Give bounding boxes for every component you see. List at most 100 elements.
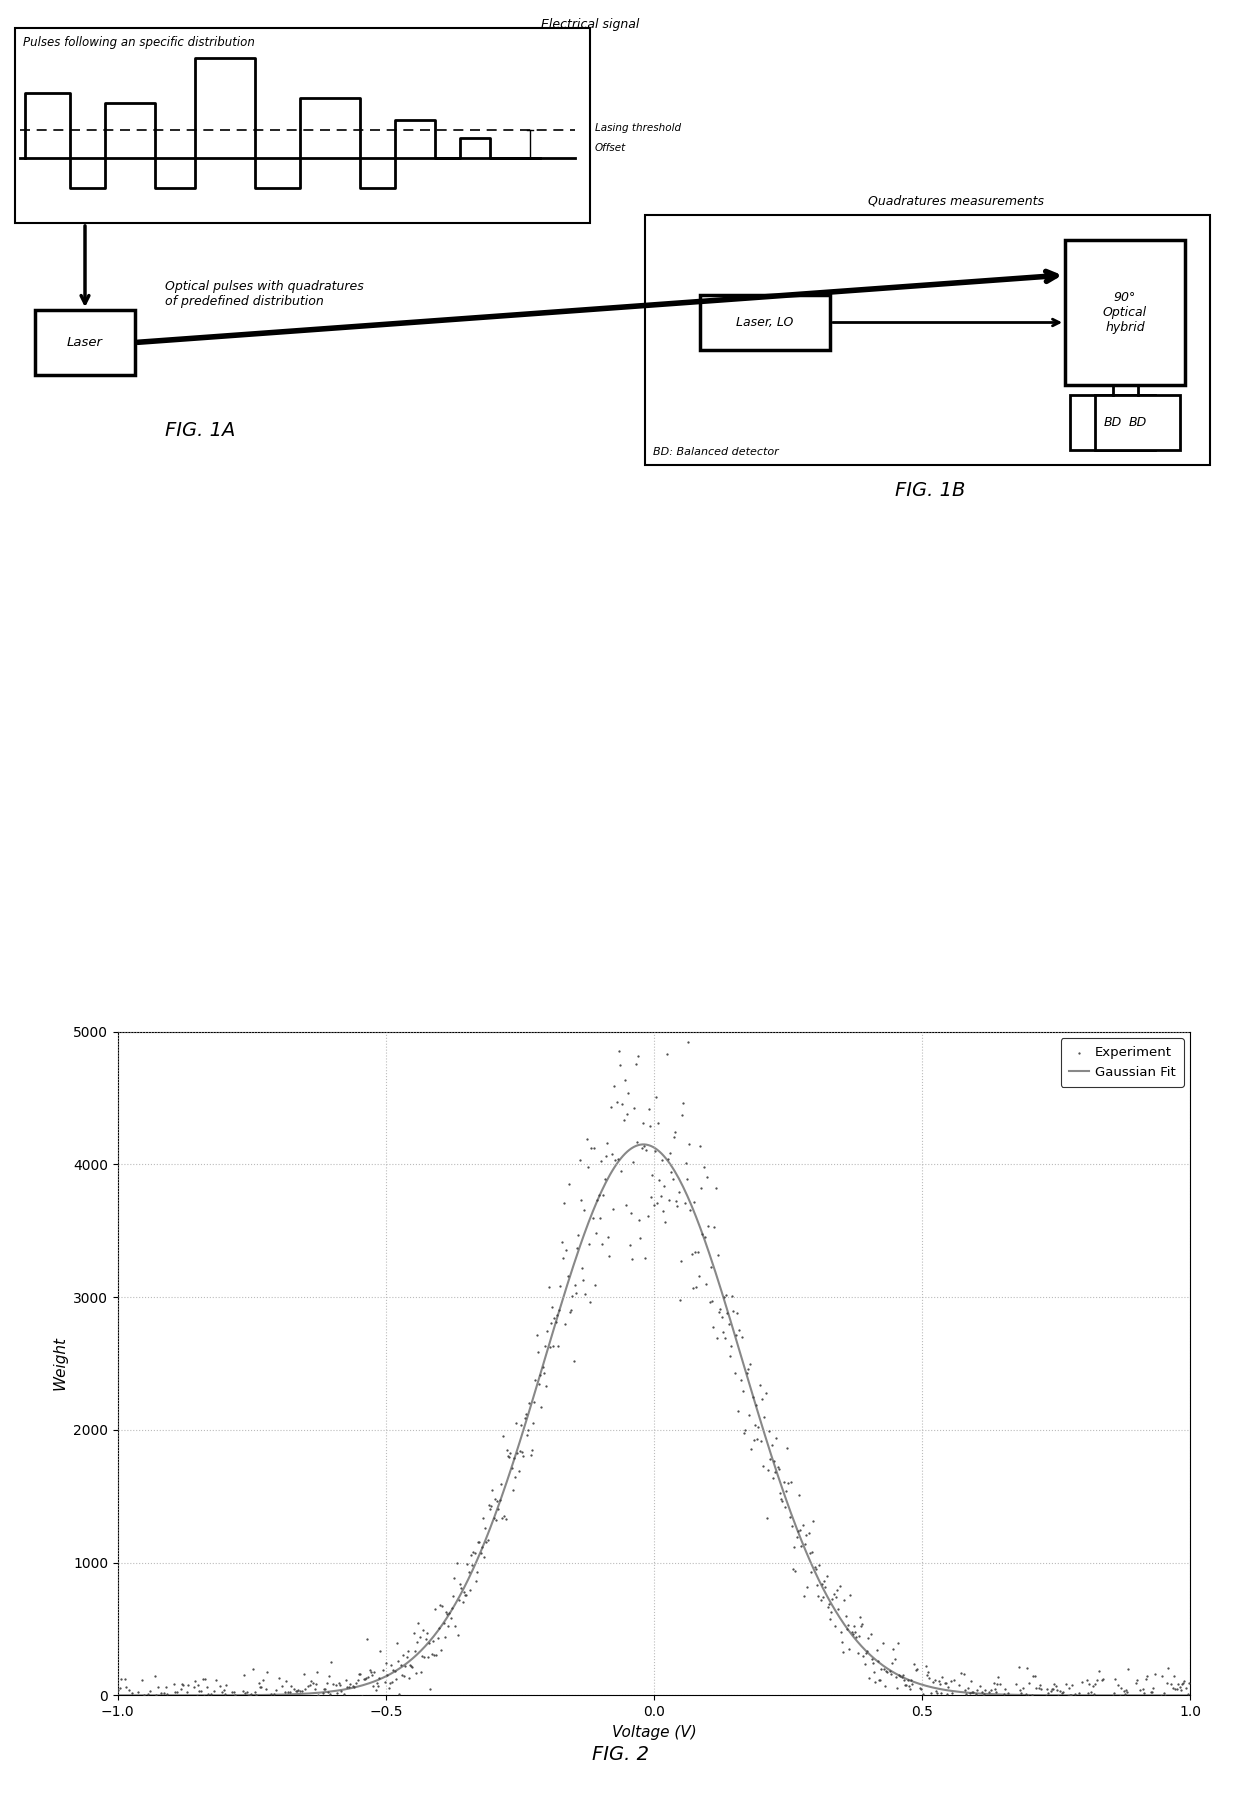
Experiment — [316, 1668, 336, 1697]
Experiment — [399, 1663, 419, 1692]
Gaussian Fit — [1159, 1685, 1174, 1706]
Experiment — [919, 1665, 939, 1694]
Experiment — [167, 1677, 187, 1706]
Experiment — [384, 1656, 404, 1685]
Experiment — [547, 1301, 567, 1329]
Experiment — [248, 1688, 268, 1717]
Experiment — [371, 1636, 391, 1665]
Experiment — [780, 1503, 800, 1532]
Experiment — [110, 1674, 130, 1703]
Experiment — [130, 1688, 150, 1717]
Experiment — [308, 1658, 327, 1686]
Experiment — [1101, 1688, 1121, 1717]
Experiment — [667, 1191, 687, 1220]
Experiment — [1149, 1688, 1169, 1717]
Experiment — [185, 1672, 205, 1701]
Experiment — [164, 1670, 184, 1699]
Experiment — [791, 1530, 811, 1559]
Experiment — [120, 1686, 140, 1715]
Experiment — [210, 1686, 229, 1715]
Experiment — [615, 1066, 635, 1094]
Experiment — [351, 1686, 371, 1715]
Experiment — [759, 1417, 779, 1446]
Experiment — [640, 1110, 660, 1139]
Experiment — [414, 1643, 434, 1672]
Experiment — [1162, 1670, 1182, 1699]
Experiment — [346, 1668, 366, 1697]
Experiment — [265, 1688, 285, 1717]
Experiment — [976, 1685, 996, 1713]
Experiment — [929, 1667, 949, 1695]
Experiment — [134, 1681, 154, 1710]
Experiment — [833, 1638, 853, 1667]
Experiment — [818, 1589, 838, 1618]
Experiment — [733, 1376, 753, 1405]
Experiment — [117, 1672, 136, 1701]
Experiment — [443, 1582, 463, 1611]
Experiment — [553, 1243, 573, 1272]
Experiment — [939, 1672, 959, 1701]
Experiment — [410, 1658, 430, 1686]
Experiment — [624, 1148, 644, 1177]
Experiment — [298, 1672, 317, 1701]
Experiment — [419, 1629, 439, 1658]
Experiment — [720, 1342, 740, 1371]
Experiment — [1017, 1654, 1037, 1683]
Experiment — [1007, 1688, 1027, 1717]
Experiment — [596, 1128, 616, 1157]
Experiment — [141, 1688, 161, 1717]
Experiment — [1058, 1681, 1078, 1710]
Experiment — [325, 1688, 345, 1717]
Experiment — [1096, 1685, 1116, 1713]
Experiment — [631, 1134, 651, 1163]
Experiment — [1055, 1688, 1075, 1717]
Experiment — [192, 1665, 212, 1694]
Experiment — [959, 1674, 978, 1703]
Bar — [701, 294, 830, 350]
Experiment — [937, 1679, 957, 1708]
Experiment — [1151, 1681, 1171, 1710]
Experiment — [389, 1679, 409, 1708]
Experiment — [694, 1222, 714, 1250]
Experiment — [951, 1659, 971, 1688]
Experiment — [234, 1661, 254, 1690]
Experiment — [642, 1161, 662, 1189]
Experiment — [813, 1582, 833, 1611]
Experiment — [934, 1688, 954, 1717]
Experiment — [707, 1324, 727, 1353]
Text: BD: Balanced detector: BD: Balanced detector — [653, 447, 779, 457]
Experiment — [1105, 1665, 1125, 1694]
Experiment — [515, 1405, 534, 1433]
Experiment — [722, 1331, 742, 1360]
Experiment — [1002, 1688, 1022, 1717]
Experiment — [377, 1661, 397, 1690]
Experiment — [548, 1333, 568, 1362]
Legend: Experiment, Gaussian Fit: Experiment, Gaussian Fit — [1061, 1039, 1184, 1087]
Experiment — [945, 1685, 965, 1713]
Experiment — [753, 1385, 773, 1414]
Experiment — [1153, 1686, 1173, 1715]
Experiment — [866, 1668, 885, 1697]
Experiment — [249, 1668, 269, 1697]
Experiment — [967, 1676, 987, 1704]
Experiment — [430, 1591, 450, 1620]
Experiment — [815, 1566, 835, 1595]
Experiment — [489, 1494, 508, 1523]
Experiment — [963, 1677, 983, 1706]
Experiment — [1133, 1674, 1153, 1703]
Experiment — [595, 1164, 615, 1193]
Experiment — [244, 1683, 264, 1711]
Experiment — [718, 1299, 738, 1328]
Experiment — [246, 1677, 265, 1706]
Experiment — [1180, 1688, 1200, 1717]
Experiment — [734, 1419, 754, 1448]
Experiment — [466, 1566, 486, 1595]
Experiment — [606, 1087, 626, 1116]
Experiment — [453, 1588, 472, 1616]
Experiment — [1121, 1686, 1141, 1715]
Experiment — [1039, 1679, 1059, 1708]
Experiment — [877, 1656, 897, 1685]
Experiment — [544, 1302, 564, 1331]
Experiment — [458, 1550, 477, 1579]
Experiment — [585, 1270, 605, 1299]
